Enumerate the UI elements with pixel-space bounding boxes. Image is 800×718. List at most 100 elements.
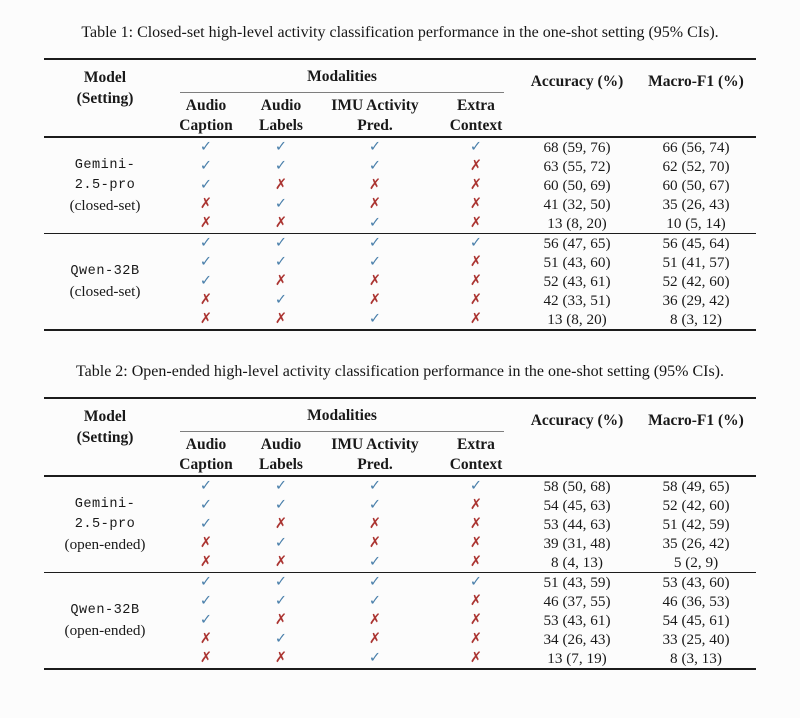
- modality-mark: [434, 137, 518, 157]
- modality-mark: [246, 534, 316, 553]
- subcol-line1: Extra: [457, 97, 495, 114]
- modality-mark: [166, 157, 246, 176]
- modality-mark: [166, 534, 246, 553]
- modality-mark: [316, 272, 434, 291]
- model-header-line1: Model: [83, 408, 127, 425]
- macro-f1-value: 10 (5, 14): [666, 215, 726, 232]
- modality-mark: [246, 611, 316, 630]
- modality-mark: [316, 310, 434, 330]
- macro-f1-value: 35 (26, 43): [662, 196, 730, 213]
- col-header-audio-labels: Audio Labels: [246, 432, 316, 476]
- accuracy-value: 46 (37, 55): [543, 593, 611, 610]
- table-row: 39 (31, 48) 35 (26, 42): [44, 534, 756, 553]
- col-header-accuracy: Accuracy (%): [530, 412, 624, 429]
- modality-mark: [434, 234, 518, 254]
- accuracy-value: 58 (50, 68): [543, 478, 611, 495]
- modality-mark: [246, 310, 316, 330]
- macro-f1-value: 51 (41, 57): [662, 254, 730, 271]
- modality-mark: [246, 515, 316, 534]
- modality-mark: [316, 630, 434, 649]
- modality-mark: [246, 253, 316, 272]
- macro-f1-value: 52 (42, 60): [662, 273, 730, 290]
- model-name: Qwen-32B: [70, 263, 140, 279]
- macro-f1-value: 8 (3, 13): [670, 650, 722, 667]
- modality-mark: [166, 592, 246, 611]
- table-row: Gemini- 2.5-pro (open-ended) 58 (50, 68)…: [44, 476, 756, 553]
- modality-mark: [166, 611, 246, 630]
- model-cell-gemini-open: Gemini- 2.5-pro (open-ended): [44, 476, 166, 573]
- modality-mark: [316, 195, 434, 214]
- table-row: Qwen-32B (open-ended) 51 (43, 59) 53 (43…: [44, 573, 756, 639]
- modality-mark: [246, 573, 316, 593]
- modality-mark: [246, 649, 316, 669]
- subcol-line1: IMU Activity: [331, 97, 419, 114]
- accuracy-value: 42 (33, 51): [543, 292, 611, 309]
- table-row: 8 (4, 13) 5 (2, 9): [44, 553, 756, 573]
- macro-f1-value: 51 (42, 59): [662, 516, 730, 533]
- model-setting: (open-ended): [64, 535, 146, 553]
- model-setting: (open-ended): [64, 621, 146, 639]
- modality-mark: [246, 272, 316, 291]
- table2-group-gemini: Gemini- 2.5-pro (open-ended) 58 (50, 68)…: [44, 476, 756, 573]
- macro-f1-value: 60 (50, 67): [662, 177, 730, 194]
- subcol-line2: Labels: [259, 456, 303, 473]
- table-row: 53 (44, 63) 51 (42, 59): [44, 515, 756, 534]
- model-setting: (closed-set): [69, 282, 141, 300]
- table-row: 63 (55, 72) 62 (52, 70): [44, 157, 756, 176]
- accuracy-value: 34 (26, 43): [543, 631, 611, 648]
- modality-mark: [246, 176, 316, 195]
- accuracy-value: 63 (55, 72): [543, 158, 611, 175]
- macro-f1-value: 52 (42, 60): [662, 497, 730, 514]
- model-name: Qwen-32B: [70, 602, 140, 618]
- model-cell-gemini-closed: Gemini- 2.5-pro (closed-set): [44, 137, 166, 234]
- model-cell-qwen-open: Qwen-32B (open-ended): [44, 573, 166, 670]
- modality-mark: [434, 649, 518, 669]
- table-row: 42 (33, 51) 36 (29, 42): [44, 291, 756, 310]
- accuracy-value: 60 (50, 69): [543, 177, 611, 194]
- subcol-line1: Audio: [260, 97, 302, 114]
- accuracy-value: 51 (43, 59): [543, 574, 611, 591]
- table-row: Gemini- 2.5-pro (closed-set) 68 (59, 76)…: [44, 137, 756, 214]
- subcol-line1: Audio: [260, 436, 302, 453]
- modality-mark: [434, 553, 518, 573]
- modality-mark: [166, 176, 246, 195]
- macro-f1-value: 56 (45, 64): [662, 235, 730, 252]
- modality-mark: [166, 630, 246, 649]
- table-2: Model (Setting) Modalities Accuracy (%) …: [44, 397, 756, 670]
- modality-mark: [316, 611, 434, 630]
- accuracy-value: 13 (8, 20): [547, 311, 607, 328]
- modality-mark: [434, 195, 518, 214]
- table-row: 13 (8, 20) 8 (3, 12): [44, 310, 756, 330]
- subcol-line2: Caption: [179, 117, 233, 134]
- subcol-line1: Audio: [185, 436, 227, 453]
- modality-mark: [166, 253, 246, 272]
- modality-mark: [434, 310, 518, 330]
- modality-mark: [166, 214, 246, 234]
- accuracy-value: 54 (45, 63): [543, 497, 611, 514]
- model-header-line2: (Setting): [76, 90, 134, 107]
- modality-mark: [316, 553, 434, 573]
- model-header-line1: Model: [83, 69, 127, 86]
- macro-f1-value: 33 (25, 40): [662, 631, 730, 648]
- table-row: Qwen-32B (closed-set) 56 (47, 65) 56 (45…: [44, 234, 756, 300]
- modality-mark: [246, 476, 316, 496]
- accuracy-value: 53 (43, 61): [543, 612, 611, 629]
- table-row: 53 (43, 61) 54 (45, 61): [44, 611, 756, 630]
- subcol-line1: Audio: [185, 97, 227, 114]
- modality-mark: [434, 592, 518, 611]
- modality-mark: [246, 214, 316, 234]
- modality-mark: [166, 234, 246, 254]
- table1-header: Model (Setting) Modalities Accuracy (%) …: [44, 59, 756, 137]
- modality-mark: [166, 649, 246, 669]
- modality-mark: [434, 534, 518, 553]
- col-header-modalities: Modalities: [166, 398, 518, 432]
- modality-mark: [166, 515, 246, 534]
- macro-f1-value: 54 (45, 61): [662, 612, 730, 629]
- modality-mark: [166, 272, 246, 291]
- table1-caption: Table 1: Closed-set high-level activity …: [81, 24, 719, 41]
- macro-f1-value: 58 (49, 65): [662, 478, 730, 495]
- modality-mark: [246, 592, 316, 611]
- macro-f1-value: 36 (29, 42): [662, 292, 730, 309]
- modality-mark: [166, 310, 246, 330]
